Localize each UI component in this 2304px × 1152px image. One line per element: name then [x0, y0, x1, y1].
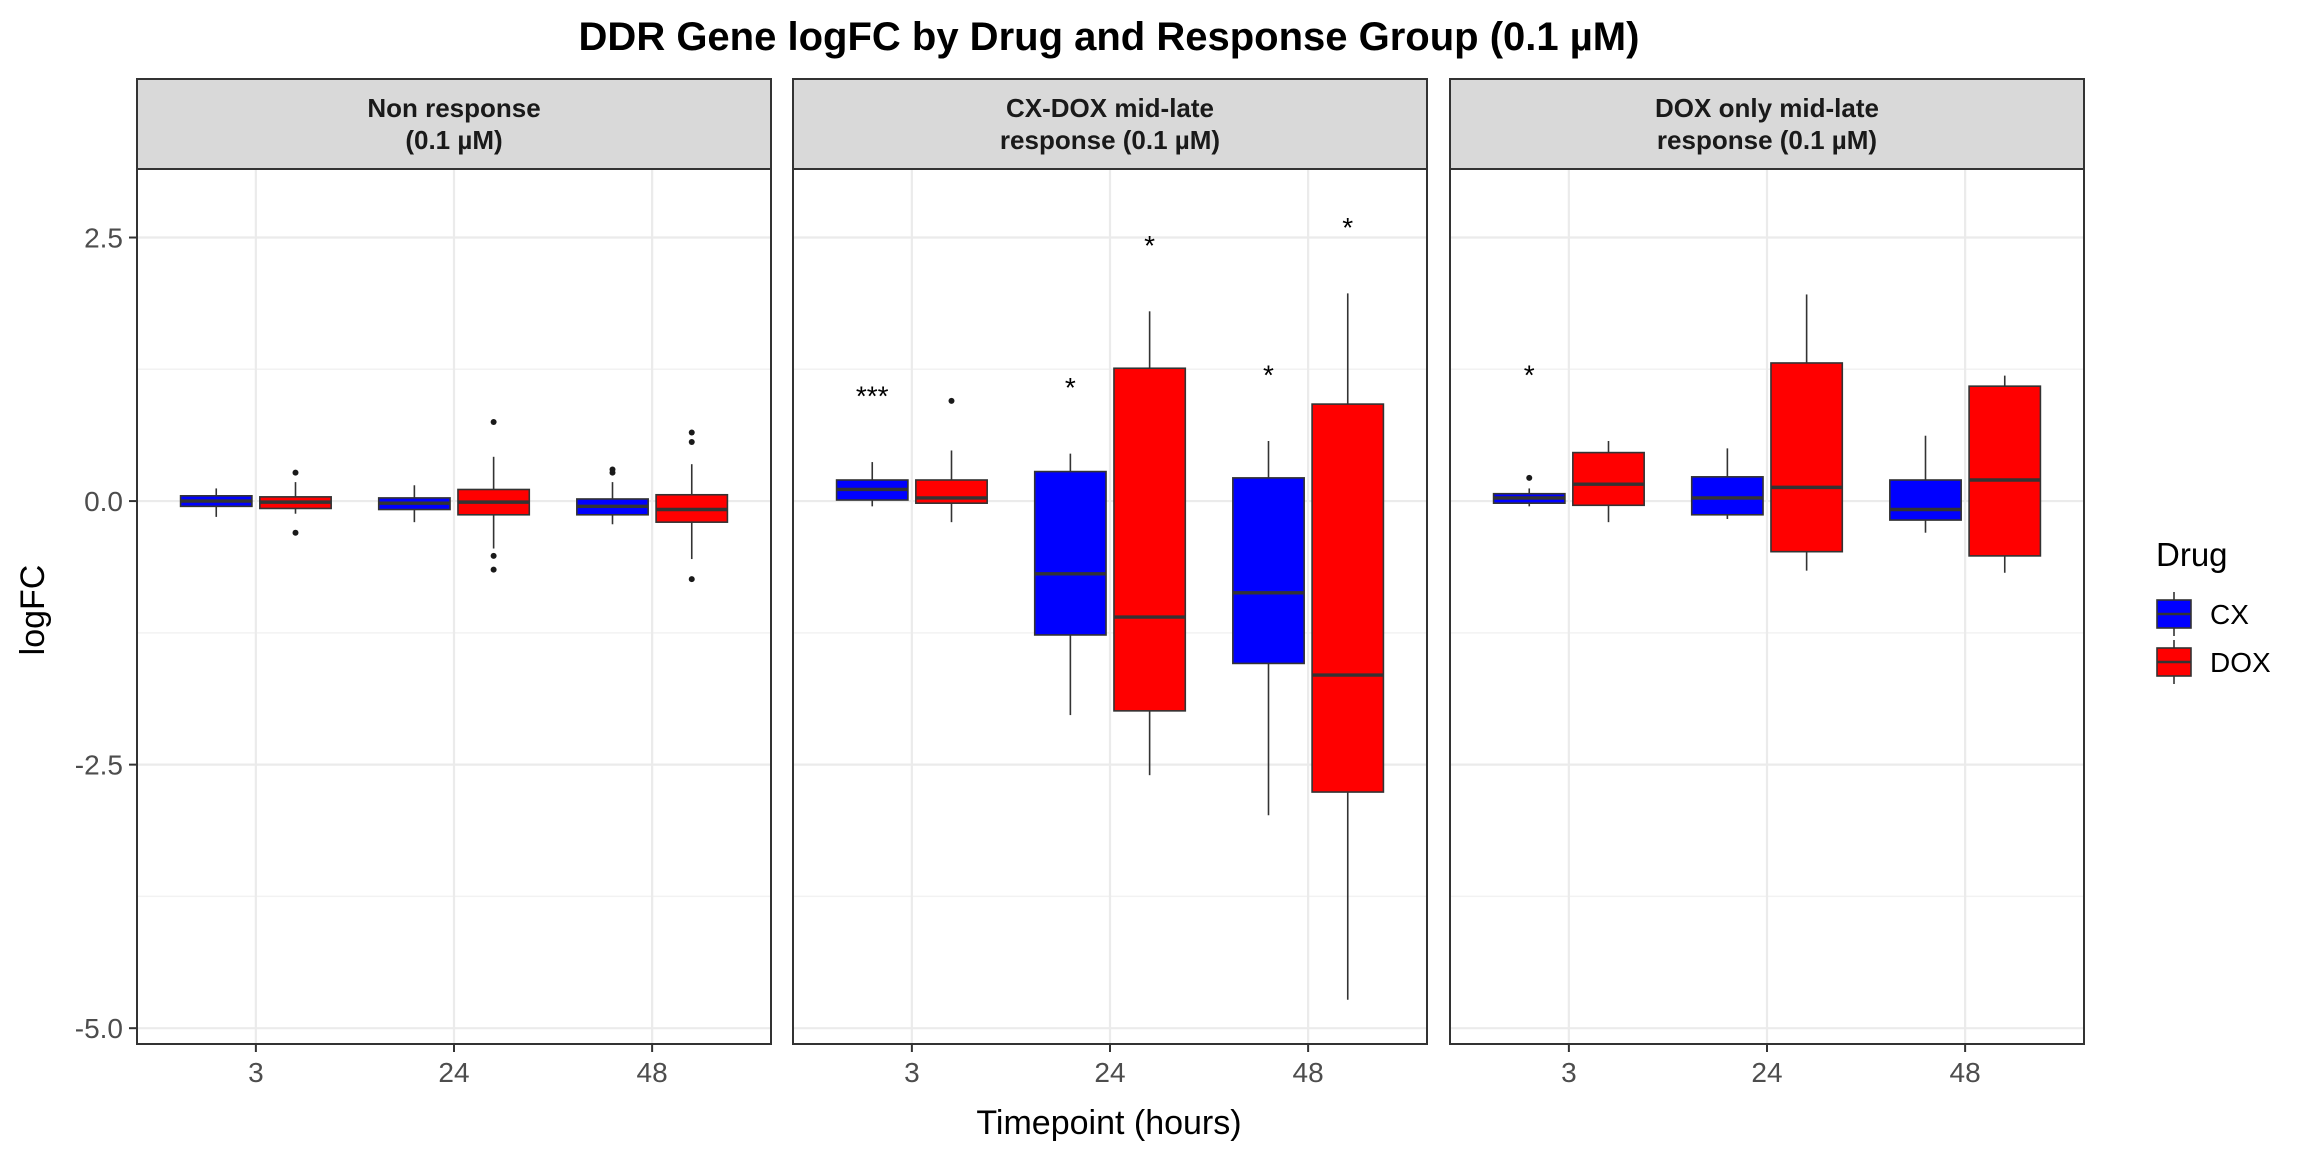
box-dox-24h [1770, 294, 1844, 571]
y-tick-label: -5.0 [75, 1013, 123, 1044]
box-cx-48h [1889, 435, 1962, 533]
significance-label: * [1144, 230, 1155, 261]
facet-strip-label: DOX only mid-late [1655, 93, 1879, 123]
box-cx-24h [1033, 453, 1107, 716]
x-tick-label: 24 [438, 1057, 469, 1088]
panels: Non response(0.1 µM) 3 24 48 2.5 0.0 -2.5 -5.0 *… [75, 78, 2085, 1088]
box-cx-3h [179, 488, 253, 517]
legend-title: Drug [2156, 536, 2228, 573]
outlier-point [948, 397, 955, 404]
facet-panel-1: Non response(0.1 µM) 3 24 48 2.5 0.0 -2.5 -5.0 [75, 78, 772, 1088]
box-cx-48h [1232, 440, 1305, 816]
significance-label: *** [856, 381, 889, 412]
x-tick-label: 24 [1094, 1057, 1125, 1088]
outlier-point [490, 566, 497, 573]
y-tick-label: -2.5 [75, 750, 123, 781]
box-body [1232, 477, 1305, 665]
outlier-point [490, 552, 497, 559]
facet-strip-label: response (0.1 µM) [1657, 125, 1877, 155]
legend-label: CX [2210, 599, 2249, 630]
significance-label: * [1263, 360, 1274, 391]
facet-strip-label: (0.1 µM) [405, 125, 502, 155]
outlier-point [609, 469, 616, 476]
box-body [1770, 362, 1844, 553]
box-cx-24h [1690, 448, 1764, 519]
box-dox-24h [1113, 311, 1187, 776]
box-dox-3h [259, 469, 332, 536]
y-tick-label: 2.5 [84, 223, 123, 254]
legend-item-dox: DOX [2156, 640, 2271, 684]
facet-strip-label: CX-DOX mid-late [1006, 93, 1214, 123]
x-tick-label: 48 [637, 1057, 668, 1088]
significance-label: * [1524, 360, 1535, 391]
box-body [1113, 367, 1187, 712]
facet-strip [136, 78, 772, 170]
chart-title: DDR Gene logFC by Drug and Response Grou… [579, 15, 1640, 59]
box-body [915, 479, 988, 504]
x-axis-label: Timepoint (hours) [976, 1104, 1241, 1142]
outlier-point [688, 576, 695, 583]
facet-strip [792, 78, 1428, 170]
significance-label: * [1065, 372, 1076, 403]
outlier-point [1526, 474, 1533, 481]
x-tick-label: 48 [1293, 1057, 1324, 1088]
box-dox-48h [1311, 293, 1385, 1000]
x-tick-label: 24 [1751, 1057, 1782, 1088]
box-dox-24h [457, 419, 531, 573]
box-dox-48h [1968, 375, 2042, 573]
facet-strip-label: Non response [367, 93, 540, 123]
x-tick-label: 3 [1561, 1057, 1577, 1088]
y-axis-label: logFC [14, 565, 52, 656]
box-cx-48h [576, 466, 649, 525]
significance-label: * [1342, 212, 1353, 243]
box-body [1690, 476, 1764, 516]
outlier-point [688, 439, 695, 446]
x-tick-label: 3 [248, 1057, 264, 1088]
x-tick-label: 48 [1950, 1057, 1981, 1088]
facet-strip [1449, 78, 2085, 170]
facet-strip-label: response (0.1 µM) [1000, 125, 1220, 155]
outlier-point [292, 529, 299, 536]
box-cx-3h [835, 462, 909, 507]
box-body [1572, 451, 1645, 507]
legend: Drug CX DOX [2156, 536, 2271, 684]
box-dox-3h [1572, 440, 1645, 523]
y-tick-label: 0.0 [84, 486, 123, 517]
box-body [1968, 385, 2042, 557]
box-dox-48h [655, 429, 729, 583]
box-body [1311, 403, 1385, 793]
legend-item-cx: CX [2156, 592, 2249, 636]
box-dox-3h [915, 397, 988, 523]
legend-label: DOX [2210, 647, 2271, 678]
box-body [1033, 470, 1107, 636]
outlier-point [292, 469, 299, 476]
outlier-point [490, 419, 497, 426]
box-cx-24h [377, 485, 451, 523]
outlier-point [688, 429, 695, 436]
box-cx-3h [1492, 474, 1566, 507]
x-tick-label: 3 [904, 1057, 920, 1088]
box-body [1889, 479, 1962, 521]
